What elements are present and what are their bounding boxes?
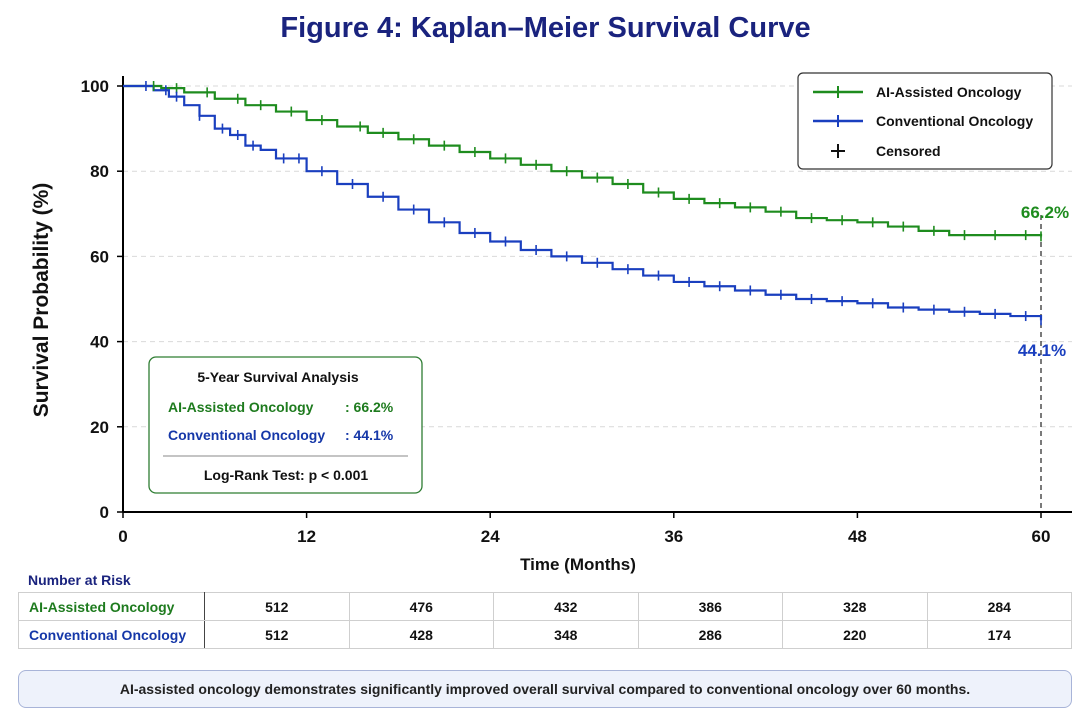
y-tick-label: 80 bbox=[90, 162, 109, 181]
risk-cell: 284 bbox=[926, 592, 1072, 621]
risk-cell: 432 bbox=[493, 592, 639, 621]
legend-conv: Conventional Oncology bbox=[876, 113, 1033, 129]
risk-row-conv: Conventional Oncology 512 428 348 286 22… bbox=[18, 620, 1072, 649]
risk-table: AI-Assisted Oncology 512 476 432 386 328… bbox=[18, 592, 1072, 649]
risk-label: AI-Assisted Oncology bbox=[18, 592, 205, 621]
risk-table-title: Number at Risk bbox=[28, 572, 131, 588]
y-tick-label: 100 bbox=[81, 77, 109, 96]
summary-ai-label: AI-Assisted Oncology bbox=[168, 399, 314, 415]
risk-cell: 512 bbox=[204, 620, 350, 649]
censor-marks bbox=[145, 81, 1042, 326]
summary-test: Log-Rank Test: p < 0.001 bbox=[204, 467, 368, 483]
y-tick-label: 40 bbox=[90, 333, 109, 352]
y-tick-label: 60 bbox=[90, 247, 109, 266]
risk-cell: 386 bbox=[637, 592, 783, 621]
legend: AI-Assisted Oncology Conventional Oncolo… bbox=[797, 72, 1053, 170]
conv-end-label: 44.1% bbox=[1018, 341, 1066, 360]
risk-cell: 476 bbox=[348, 592, 494, 621]
risk-cell: 220 bbox=[782, 620, 928, 649]
summary-title: 5-Year Survival Analysis bbox=[197, 369, 359, 385]
risk-cell: 428 bbox=[348, 620, 494, 649]
x-tick-label: 60 bbox=[1032, 527, 1051, 546]
x-tick-label: 0 bbox=[118, 527, 127, 546]
risk-cell: 286 bbox=[637, 620, 783, 649]
risk-label: Conventional Oncology bbox=[18, 620, 205, 649]
y-ticks: 0 20 40 60 80 100 bbox=[81, 77, 123, 522]
footnote: AI-assisted oncology demonstrates signif… bbox=[18, 670, 1072, 708]
ai-survival-curve bbox=[123, 84, 1043, 237]
summary-box: 5-Year Survival Analysis AI-Assisted Onc… bbox=[148, 356, 423, 494]
risk-cell: 328 bbox=[782, 592, 928, 621]
y-tick-label: 20 bbox=[90, 418, 109, 437]
y-axis-label: Survival Probability (%) bbox=[30, 183, 53, 418]
risk-row-ai: AI-Assisted Oncology 512 476 432 386 328… bbox=[18, 592, 1072, 621]
x-tick-label: 12 bbox=[297, 527, 316, 546]
y-tick-label: 0 bbox=[100, 503, 109, 522]
legend-ai: AI-Assisted Oncology bbox=[876, 84, 1022, 100]
summary-conv-label: Conventional Oncology bbox=[168, 427, 325, 443]
survival-chart: 0 20 40 60 80 100 0 12 24 36 48 60 Time (Months) S… bbox=[30, 72, 1072, 574]
x-tick-label: 36 bbox=[664, 527, 683, 546]
x-ticks: 0 12 24 36 48 60 bbox=[118, 512, 1050, 546]
risk-cell: 174 bbox=[926, 620, 1072, 649]
ai-end-label: 66.2% bbox=[1021, 203, 1069, 222]
summary-ai-value: : 66.2% bbox=[345, 399, 394, 415]
conv-survival-curve bbox=[123, 84, 1043, 321]
x-tick-label: 24 bbox=[481, 527, 500, 546]
risk-cell: 348 bbox=[493, 620, 639, 649]
x-axis-label: Time (Months) bbox=[520, 555, 636, 574]
legend-censored: Censored bbox=[876, 143, 941, 159]
risk-cell: 512 bbox=[204, 592, 350, 621]
survival-curves bbox=[123, 84, 1043, 321]
x-tick-label: 48 bbox=[848, 527, 867, 546]
summary-conv-value: : 44.1% bbox=[345, 427, 394, 443]
chart-title: Figure 4: Kaplan–Meier Survival Curve bbox=[280, 12, 811, 44]
